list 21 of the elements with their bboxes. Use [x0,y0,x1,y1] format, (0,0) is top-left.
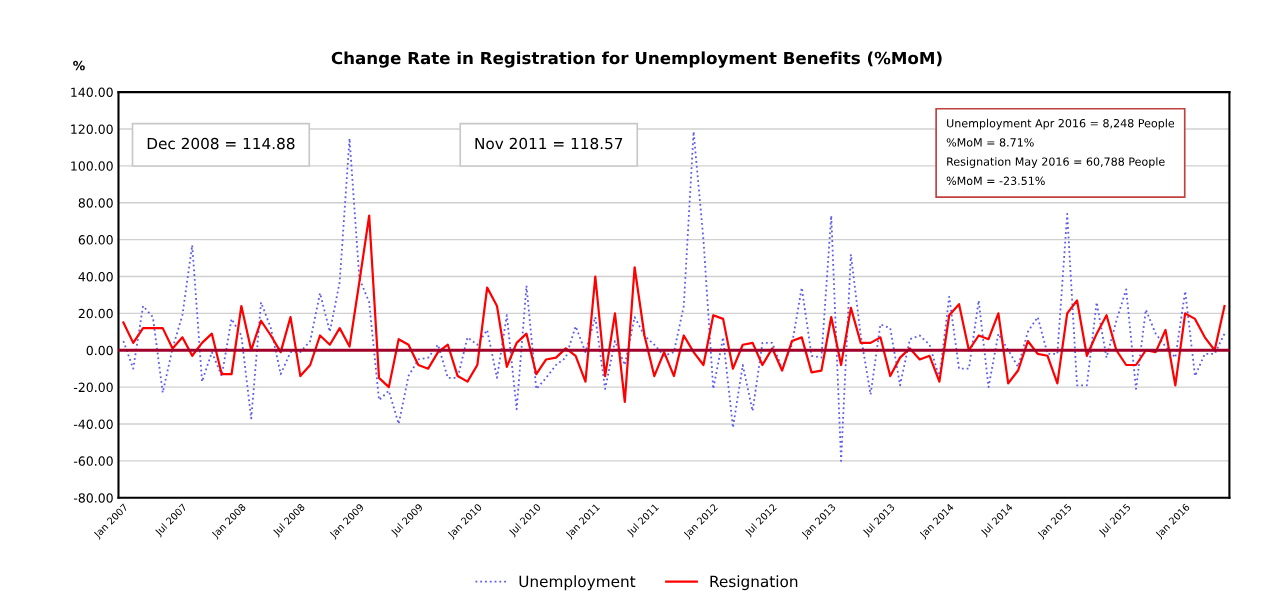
line-series [122,130,1226,462]
y-tick-label: 140.00 [71,87,113,98]
legend-label: Unemployment [519,575,636,591]
y-tick-label: 20.00 [78,308,113,319]
y-tick-label: 120.00 [71,124,113,134]
y-tick-label: -80.00 [73,493,113,503]
annotation: Nov 2011 = 118.57 [475,137,623,150]
chart-title: Change Rate in Registration for Unemployment Benefits (%MoM) [331,51,942,68]
y-tick-label: 100.00 [71,161,113,171]
y-tick-label: 40.00 [78,271,113,282]
y-tick-label: -60.00 [73,456,113,466]
y-tick-label: -20.00 [73,382,113,393]
annotation: Dec 2008 = 114.88 [147,137,295,150]
y-tick-label: -40.00 [73,419,113,429]
legend-label: Resignation [710,575,798,591]
y-tick-label: 0.00 [86,345,113,356]
annotation: Unemployment Apr 2016 = 8,248 People %MoM = 8.71% Resignation May 2016 = 60,788 People %MoM = -23.51% [946,118,1175,185]
y-axis-title: % [73,60,85,71]
line-series [122,214,1226,403]
y-tick-label: 80.00 [78,198,113,208]
y-tick-label: 60.00 [78,235,113,245]
